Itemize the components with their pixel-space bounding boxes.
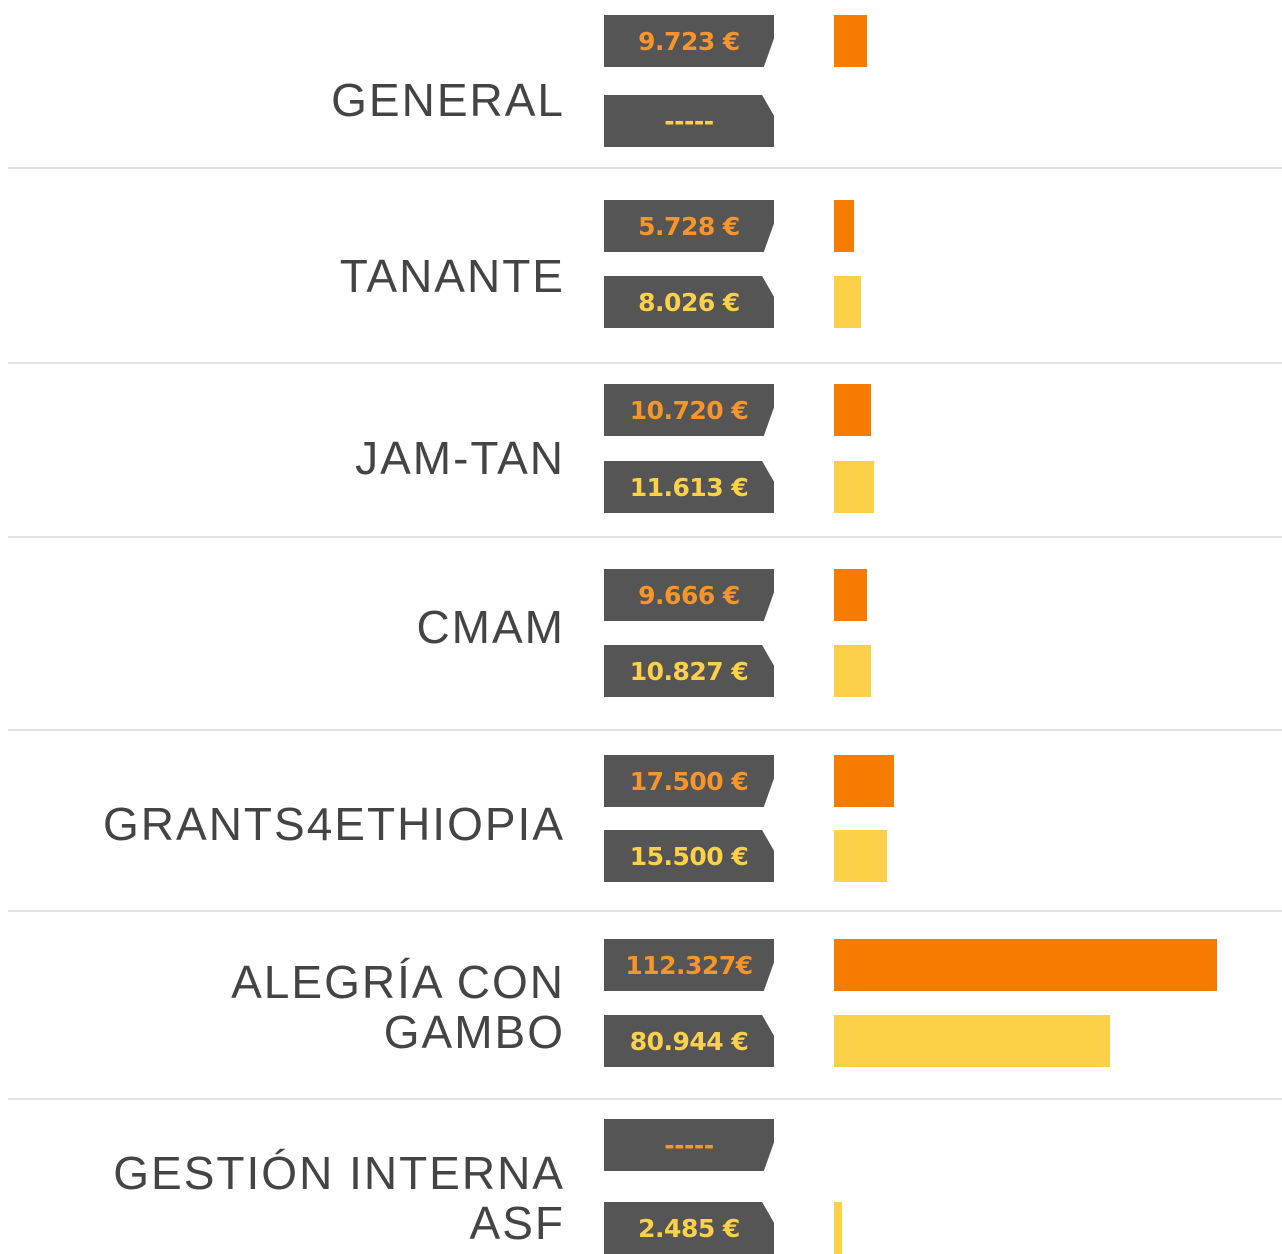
row-separator [8, 167, 1282, 169]
bar [834, 200, 854, 252]
category-label: GESTIÓN INTERNA ASF [113, 1147, 565, 1249]
value-label: 2.485 € [604, 1202, 774, 1254]
category-label: GENERAL [331, 74, 565, 126]
bar [834, 461, 874, 513]
bar [834, 830, 887, 882]
value-label: 5.728 € [604, 200, 774, 252]
bar [834, 569, 867, 621]
value-label: ----- [604, 95, 774, 147]
value-label: 10.827 € [604, 645, 774, 697]
value-label: 8.026 € [604, 276, 774, 328]
bar [834, 755, 894, 807]
value-label: 10.720 € [604, 384, 774, 436]
bar [834, 1015, 1110, 1067]
value-label: 15.500 € [604, 830, 774, 882]
category-label: ALEGRÍA CON GAMBO [231, 956, 565, 1058]
bar [834, 15, 868, 67]
category-label: GRANTS4ETHIOPIA [103, 798, 565, 850]
value-label: 11.613 € [604, 461, 774, 513]
value-label: 17.500 € [604, 755, 774, 807]
bar [834, 645, 871, 697]
value-label: 112.327€ [604, 939, 774, 991]
category-label: CMAM [416, 601, 565, 653]
bar [834, 384, 871, 436]
category-label: JAM-TAN [355, 432, 565, 484]
category-label: TANANTE [339, 250, 565, 302]
row-separator [8, 729, 1282, 731]
value-label: 80.944 € [604, 1015, 774, 1067]
row-separator [8, 362, 1282, 364]
value-label: 9.723 € [604, 15, 774, 67]
bar [834, 1202, 843, 1254]
row-separator [8, 536, 1282, 538]
row-separator [8, 1098, 1282, 1100]
bar [834, 276, 862, 328]
value-label: 9.666 € [604, 569, 774, 621]
bar [834, 939, 1217, 991]
value-label: ----- [604, 1119, 774, 1171]
row-separator [8, 910, 1282, 912]
